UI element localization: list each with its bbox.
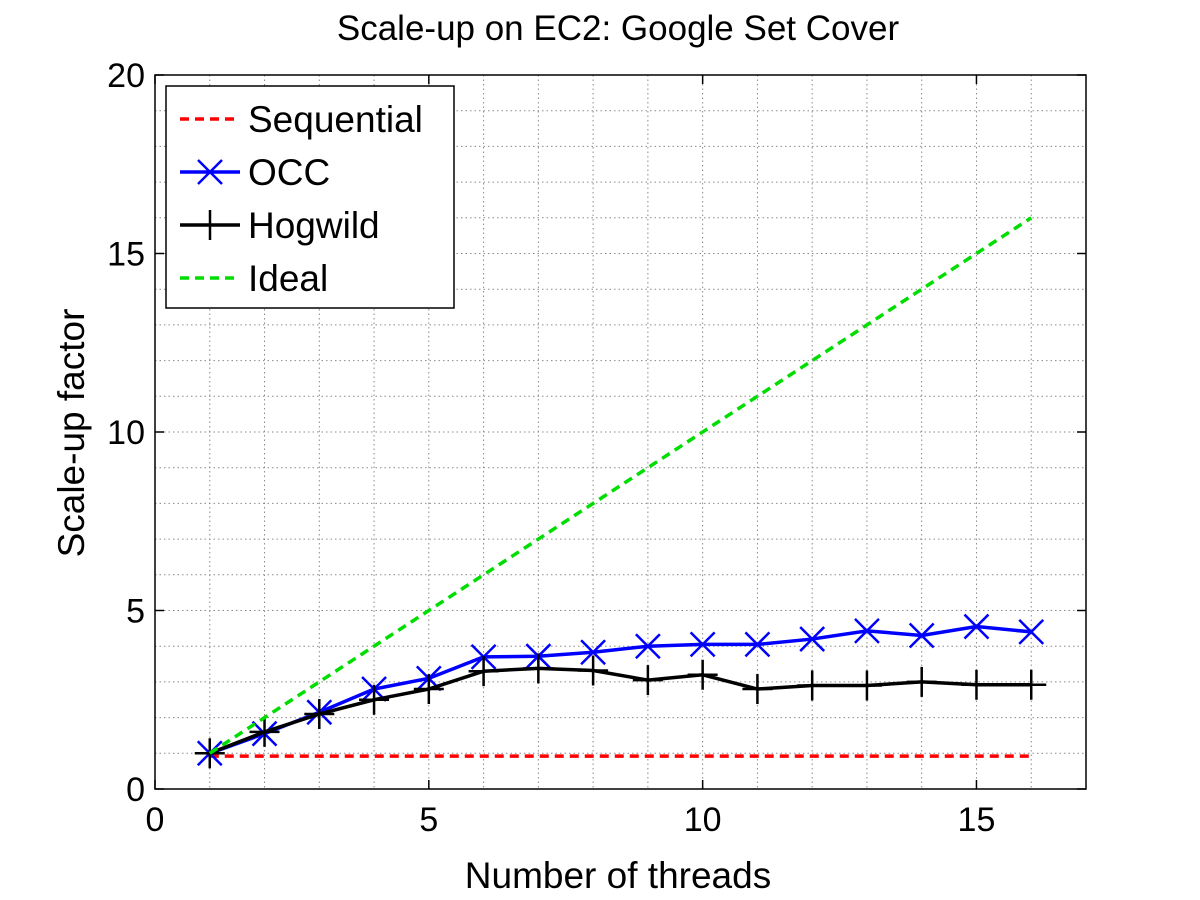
y-axis-label: Scale-up factor [51,309,92,558]
x-tick-label: 5 [419,801,438,839]
legend-entry: Ideal [180,258,328,299]
y-tick-label: 0 [126,771,145,809]
data-point-occ [580,639,607,666]
y-tick-label: 10 [107,414,145,452]
legend-entry: OCC [180,152,330,193]
legend-label: OCC [248,152,330,193]
x-tick-label: 10 [684,801,722,839]
x-tick-label: 0 [146,801,165,839]
legend-label: Hogwild [248,205,380,246]
data-point-occ [799,626,826,652]
legend-label: Ideal [248,258,328,299]
data-point-occ [854,617,880,644]
data-point-occ [908,622,935,649]
plot-area [194,216,1047,769]
y-tick-label: 5 [126,593,145,631]
y-tick-label: 15 [107,236,145,274]
legend-box [165,85,455,309]
axis-ticks: 0 5 10 15 0 5 10 15 20 [107,57,1086,839]
x-axis-label: Number of threads [465,855,771,896]
data-point-occ [744,631,771,658]
x-tick-label: 15 [958,801,996,839]
series-ideal [208,216,1033,755]
series-occ [196,613,1045,767]
legend-entry: Hogwild [180,205,380,246]
legend-label: Sequential [248,99,423,140]
y-tick-label: 20 [107,57,145,95]
data-point-occ [634,633,661,660]
data-point-occ [963,613,990,640]
series-line-hogwild [209,666,1032,755]
data-point-occ [689,631,716,658]
legend-entry: Sequential [180,99,423,140]
series-line-ideal [208,216,1033,755]
series-line-occ [209,624,1032,755]
data-point-occ [1018,619,1045,645]
legend-marker [197,159,223,185]
legend: Sequential OCC Hogwild Ideal [165,85,455,309]
chart-title: Scale-up on EC2: Google Set Cover [337,9,900,48]
